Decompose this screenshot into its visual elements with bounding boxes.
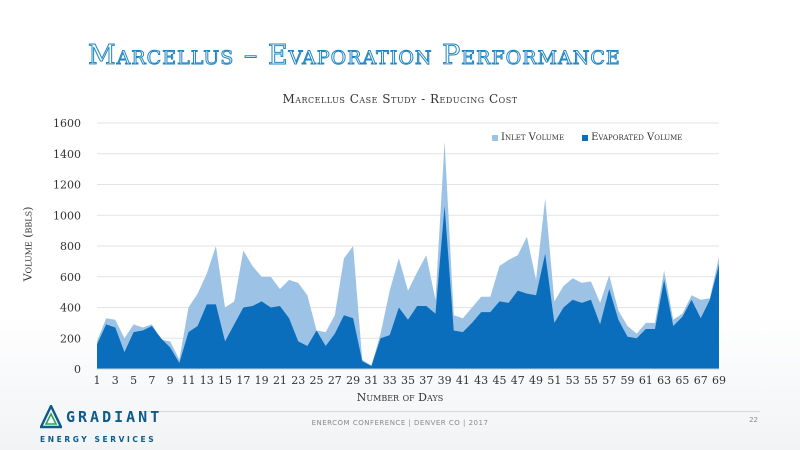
x-tick-label: 13 xyxy=(200,374,214,387)
x-tick-label: 33 xyxy=(383,374,397,387)
x-tick-label: 67 xyxy=(694,374,708,387)
logo-name: GRADIANT xyxy=(66,408,163,426)
x-tick-label: 11 xyxy=(181,374,195,387)
slide-title: Marcellus – Evaporation Performance xyxy=(88,40,621,72)
legend-swatch-inlet xyxy=(492,134,498,141)
x-tick-label: 43 xyxy=(474,374,488,387)
legend-item-inlet: Inlet Volume xyxy=(492,132,564,143)
x-tick-label: 35 xyxy=(401,374,415,387)
x-tick-label: 9 xyxy=(167,374,174,387)
y-tick-label: 400 xyxy=(60,302,81,315)
x-tick-label: 45 xyxy=(492,374,506,387)
y-tick-label: 1400 xyxy=(53,148,81,161)
x-tick-label: 3 xyxy=(112,374,119,387)
x-tick-label: 55 xyxy=(584,374,598,387)
legend-item-evaporated: Evaporated Volume xyxy=(582,132,682,143)
x-tick-label: 63 xyxy=(657,374,671,387)
y-tick-label: 200 xyxy=(60,332,81,345)
gradiant-logo-icon xyxy=(40,405,62,429)
x-tick-label: 19 xyxy=(255,374,269,387)
y-tick-label: 1600 xyxy=(53,117,81,130)
footer-divider xyxy=(140,411,760,412)
x-tick-label: 41 xyxy=(456,374,470,387)
y-tick-label: 600 xyxy=(60,271,81,284)
x-tick-label: 47 xyxy=(511,374,525,387)
x-tick-label: 27 xyxy=(328,374,342,387)
x-tick-label: 5 xyxy=(130,374,137,387)
x-tick-label: 57 xyxy=(602,374,616,387)
y-tick-label: 800 xyxy=(60,240,81,253)
x-tick-label: 31 xyxy=(364,374,378,387)
legend-label-inlet: Inlet Volume xyxy=(501,132,565,143)
x-tick-label: 21 xyxy=(273,374,287,387)
x-tick-label: 49 xyxy=(529,374,543,387)
x-tick-label: 69 xyxy=(712,374,726,387)
footer-text: ENERCOM CONFERENCE | DENVER CO | 2017 xyxy=(311,419,489,427)
x-tick-label: 29 xyxy=(346,374,360,387)
x-tick-label: 17 xyxy=(236,374,250,387)
x-tick-label: 37 xyxy=(419,374,433,387)
y-tick-label: 1000 xyxy=(53,209,81,222)
x-tick-label: 53 xyxy=(566,374,580,387)
legend-label-evaporated: Evaporated Volume xyxy=(591,132,683,143)
evaporated-volume-area xyxy=(97,206,719,369)
chart-legend: Inlet Volume Evaporated Volume xyxy=(492,132,682,143)
x-tick-label: 23 xyxy=(291,374,305,387)
x-tick-label: 1 xyxy=(94,374,101,387)
page-number: 22 xyxy=(749,416,758,424)
legend-swatch-evaporated xyxy=(582,134,589,141)
chart-title: Marcellus Case Study - Reducing Cost xyxy=(282,92,518,106)
x-tick-label: 39 xyxy=(438,374,452,387)
x-axis-label: Number of Days xyxy=(356,391,444,404)
x-tick-label: 25 xyxy=(310,374,324,387)
x-tick-label: 61 xyxy=(639,374,653,387)
x-tick-label: 59 xyxy=(621,374,635,387)
x-tick-label: 51 xyxy=(547,374,561,387)
x-tick-label: 15 xyxy=(218,374,232,387)
x-tick-label: 65 xyxy=(675,374,689,387)
logo-subtitle: ENERGY SERVICES xyxy=(40,435,157,444)
y-tick-label: 1200 xyxy=(53,179,81,192)
y-tick-label: 0 xyxy=(74,363,81,376)
x-tick-label: 7 xyxy=(148,374,155,387)
